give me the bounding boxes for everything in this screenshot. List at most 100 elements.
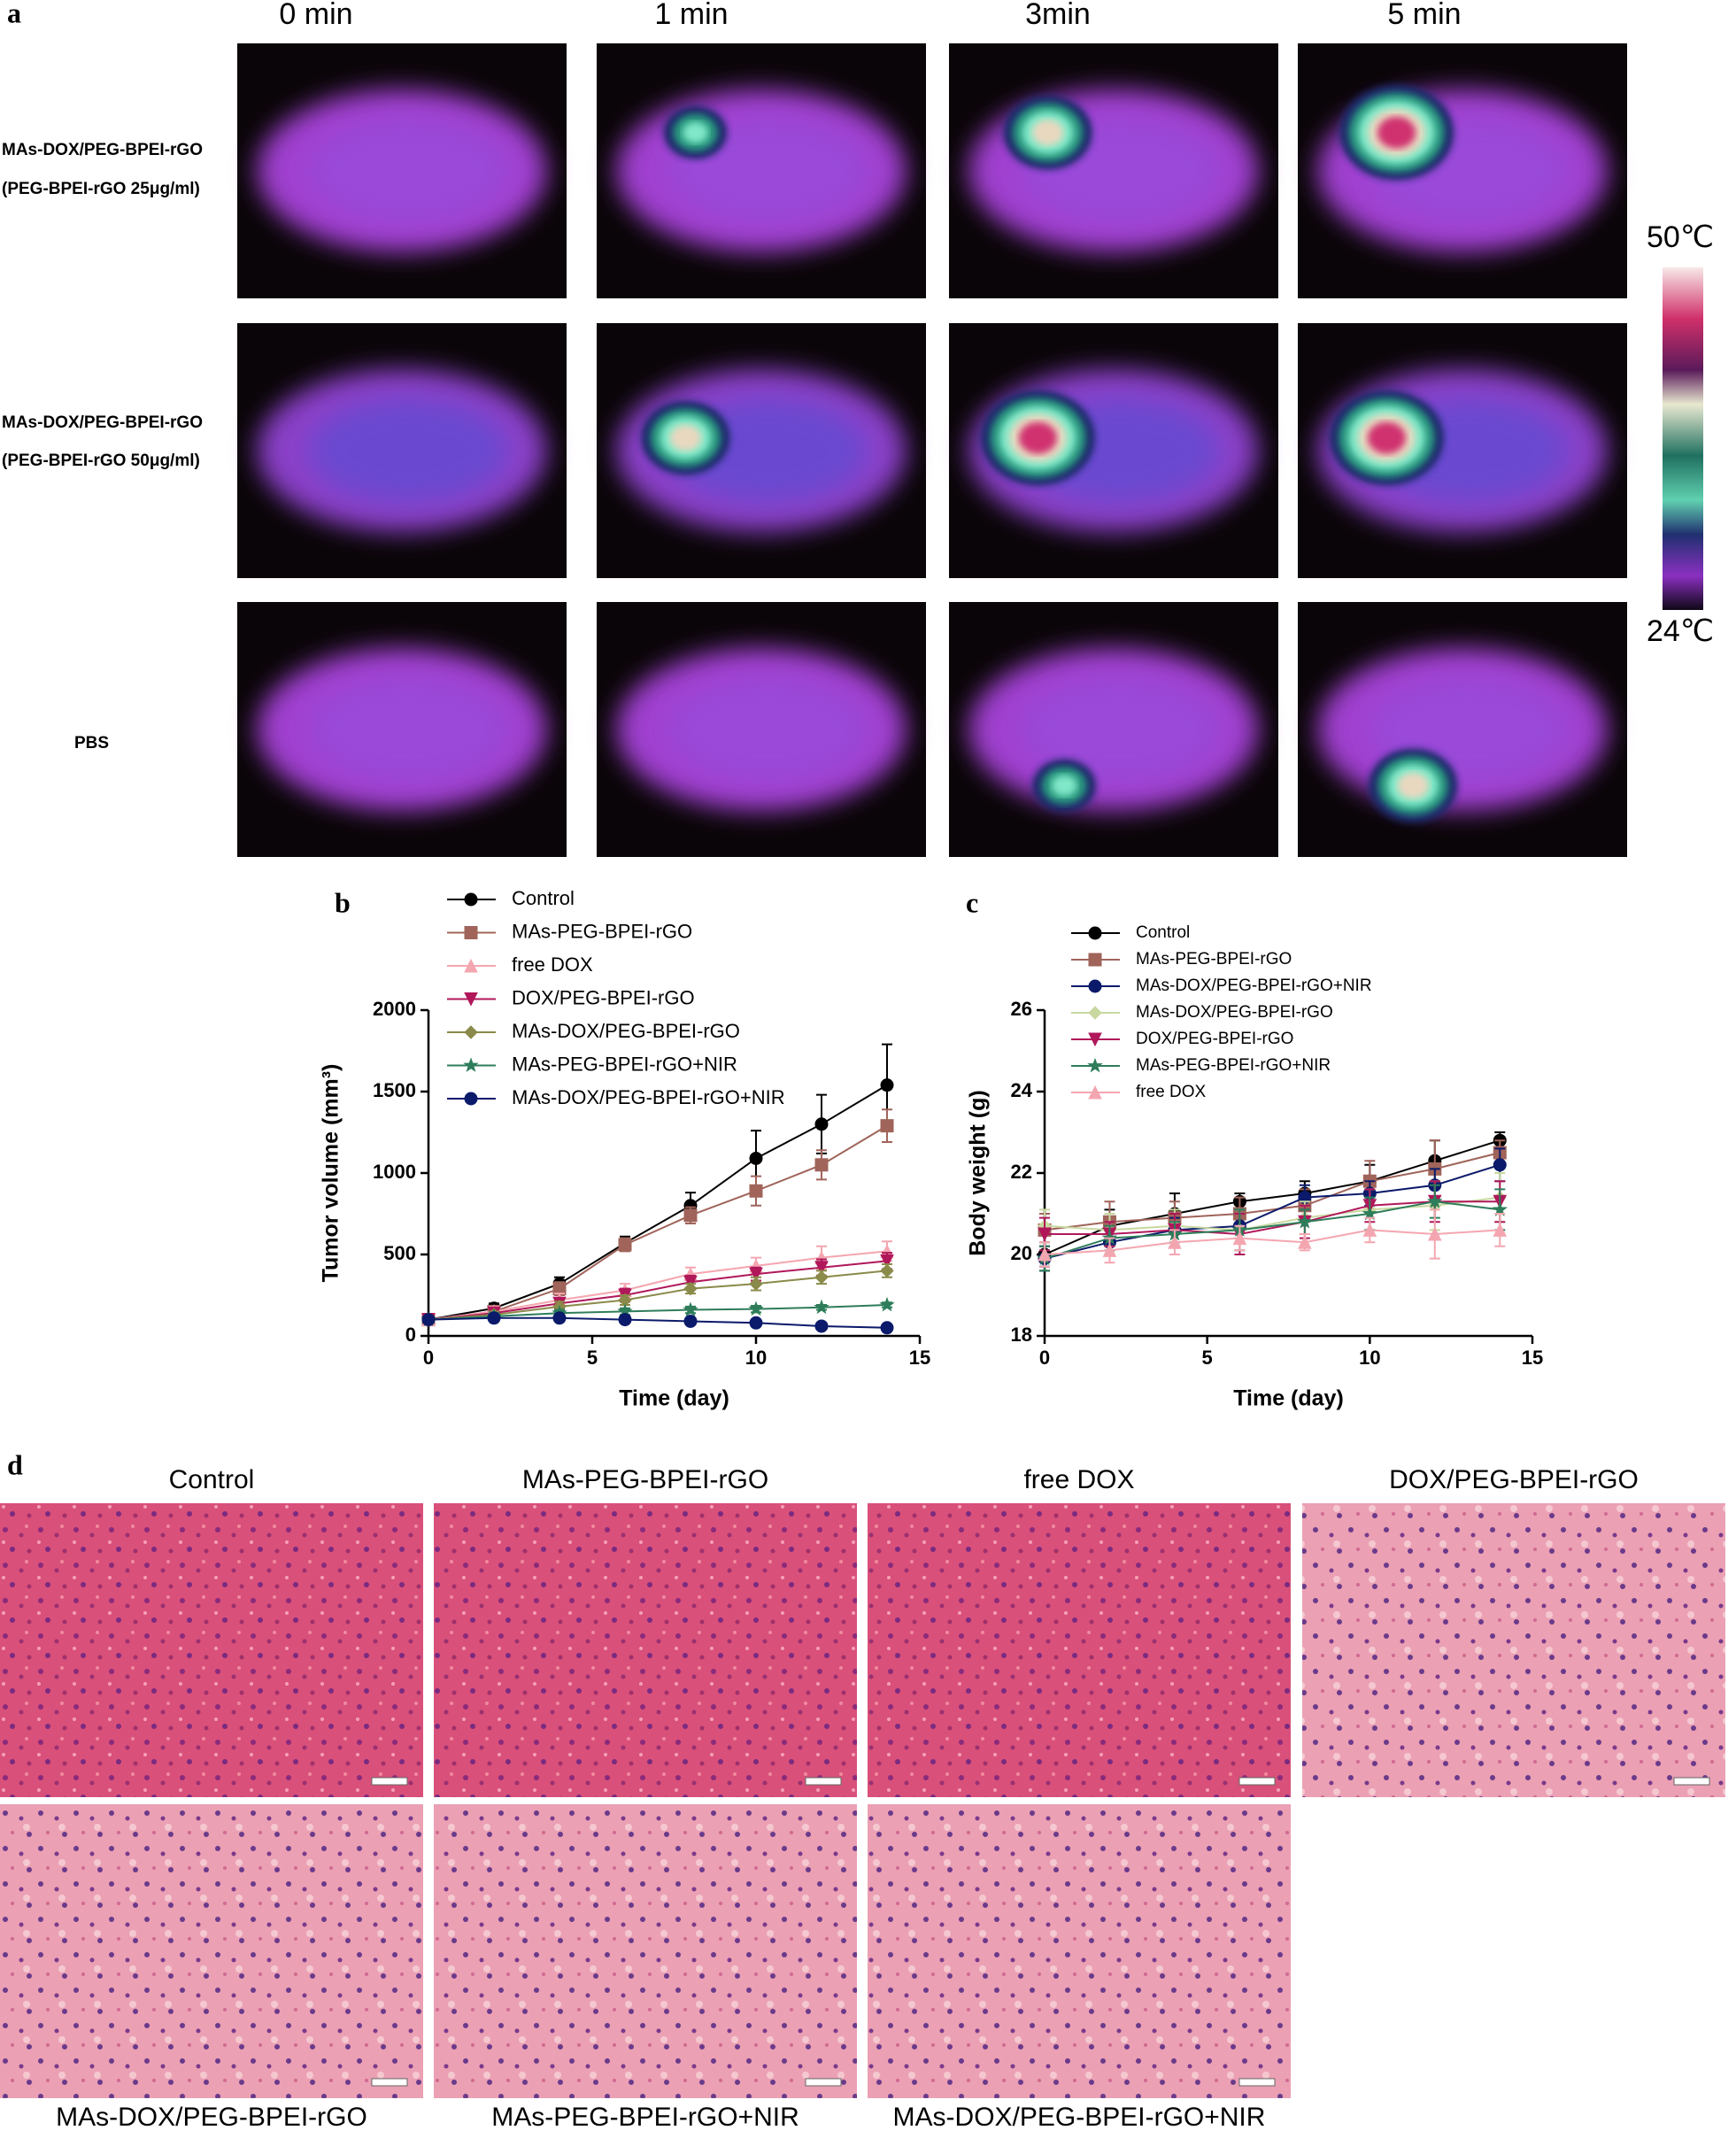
- legend-label: MAs-DOX/PEG-BPEI-rGO: [1136, 1003, 1333, 1022]
- y-tick-label: 26: [1011, 998, 1032, 1020]
- marker: [749, 1267, 763, 1282]
- legend-marker: [464, 1025, 478, 1039]
- series-line: [428, 1316, 888, 1329]
- legend-marker: [464, 1092, 478, 1106]
- marker: [1038, 1227, 1052, 1242]
- scale-bar: [1673, 1777, 1710, 1786]
- legend-marker: [464, 992, 478, 1007]
- x-axis-label: Time (day): [1233, 1386, 1344, 1411]
- x-tick-label: 10: [1359, 1347, 1380, 1369]
- marker: [421, 1313, 436, 1327]
- scale-bar: [371, 2078, 408, 2087]
- legend-marker: [1088, 1032, 1102, 1047]
- row-label: MAs-DOX/PEG-BPEI-rGO: [2, 141, 203, 159]
- marker: [814, 1319, 829, 1333]
- marker: [1427, 1193, 1443, 1208]
- thermal-spot: [1051, 775, 1077, 797]
- x-tick-label: 5: [1202, 1347, 1213, 1369]
- marker: [814, 1158, 829, 1172]
- scale-bar: [805, 2078, 842, 2087]
- marker: [1168, 1235, 1182, 1249]
- thermal-spot: [1367, 421, 1407, 454]
- series-line: [1044, 1200, 1501, 1260]
- charts: b 0 500 1000 1500 2000 0 5 10 15 Time (day) Tumor v…: [319, 886, 1544, 1410]
- series-line: [428, 1260, 888, 1321]
- legend-label: MAs-PEG-BPEI-rGO+NIR: [512, 1053, 737, 1075]
- histology-image: [0, 1503, 423, 1797]
- caption: DOX/PEG-BPEI-rGO: [1389, 1465, 1639, 1494]
- marker: [749, 1151, 763, 1165]
- marker: [1232, 1231, 1247, 1246]
- thermal-images: [237, 43, 1627, 857]
- thermal-core: [309, 399, 508, 502]
- marker: [748, 1301, 764, 1316]
- panel-label: a: [7, 0, 21, 28]
- legend-label: MAs-DOX/PEG-BPEI-rGO+NIR: [1136, 976, 1372, 995]
- thermal-core: [668, 678, 868, 781]
- marker: [683, 1208, 698, 1223]
- series-line: [1044, 1163, 1501, 1260]
- legend-marker: [1088, 1084, 1102, 1100]
- legend-label: Control: [1136, 923, 1190, 942]
- marker: [552, 1311, 567, 1325]
- marker: [683, 1314, 698, 1328]
- legend-label: MAs-PEG-BPEI-rGO+NIR: [1136, 1056, 1331, 1075]
- marker: [1297, 1214, 1313, 1229]
- x-axis-label: Time (day): [619, 1386, 729, 1411]
- legend-label: Control: [512, 887, 575, 909]
- colorbar: [1663, 267, 1703, 610]
- marker: [879, 1296, 895, 1312]
- legend-label: MAs-DOX/PEG-BPEI-rGO: [512, 1020, 740, 1042]
- marker: [1038, 1247, 1052, 1262]
- histology-image: [868, 1503, 1291, 1797]
- x-tick-label: 10: [745, 1347, 767, 1369]
- chart: c 18 20 22 24 26 0 5 10 15 Time (day) Body weight (…: [966, 886, 1544, 1410]
- marker: [1427, 1226, 1442, 1241]
- marker: [683, 1281, 698, 1296]
- caption: MAs-DOX/PEG-BPEI-rGO: [56, 2103, 367, 2132]
- marker: [1298, 1235, 1312, 1249]
- histology-image: [868, 1804, 1291, 2098]
- marker: [1493, 1223, 1508, 1237]
- legend-marker: [1088, 1006, 1102, 1020]
- histology-image: [1302, 1503, 1725, 1797]
- y-tick-label: 18: [1011, 1324, 1032, 1346]
- series-line: [1045, 1200, 1501, 1236]
- scale-bar: [371, 1777, 408, 1786]
- marker: [683, 1301, 698, 1316]
- thermal-spot: [1031, 119, 1064, 146]
- marker: [1362, 1205, 1378, 1221]
- marker: [487, 1311, 501, 1325]
- legend-label: free DOX: [1136, 1083, 1207, 1101]
- histology-image: [0, 1804, 423, 2098]
- caption: MAs-DOX/PEG-BPEI-rGO+NIR: [893, 2103, 1266, 2132]
- marker: [1102, 1243, 1117, 1257]
- marker: [814, 1261, 829, 1275]
- y-tick-label: 1500: [373, 1079, 416, 1101]
- marker: [1493, 1158, 1507, 1172]
- legend-marker: [464, 892, 478, 907]
- marker: [749, 1277, 763, 1291]
- x-tick-label: 0: [423, 1347, 434, 1369]
- legend-marker: [463, 1057, 479, 1072]
- series-line: [1044, 1152, 1501, 1231]
- histology-image: [434, 1804, 857, 2098]
- colorbar-label: 50℃: [1647, 220, 1714, 254]
- legend-marker: [1087, 1057, 1103, 1073]
- marker: [814, 1270, 829, 1285]
- chart: b 0 500 1000 1500 2000 0 5 10 15 Time (day) Tumor v…: [319, 886, 931, 1410]
- marker: [880, 1254, 894, 1269]
- row-label: PBS: [74, 734, 109, 753]
- marker: [880, 1078, 894, 1092]
- x-tick-label: 5: [587, 1347, 598, 1369]
- marker: [814, 1299, 829, 1315]
- marker: [749, 1184, 763, 1198]
- series-line: [1044, 1139, 1501, 1255]
- legend-label: DOX/PEG-BPEI-rGO: [1136, 1030, 1293, 1048]
- marker: [749, 1316, 763, 1330]
- marker: [618, 1313, 632, 1327]
- thermal-spot: [683, 121, 708, 143]
- series-line: [1044, 1229, 1501, 1255]
- panel-label: b: [335, 886, 351, 918]
